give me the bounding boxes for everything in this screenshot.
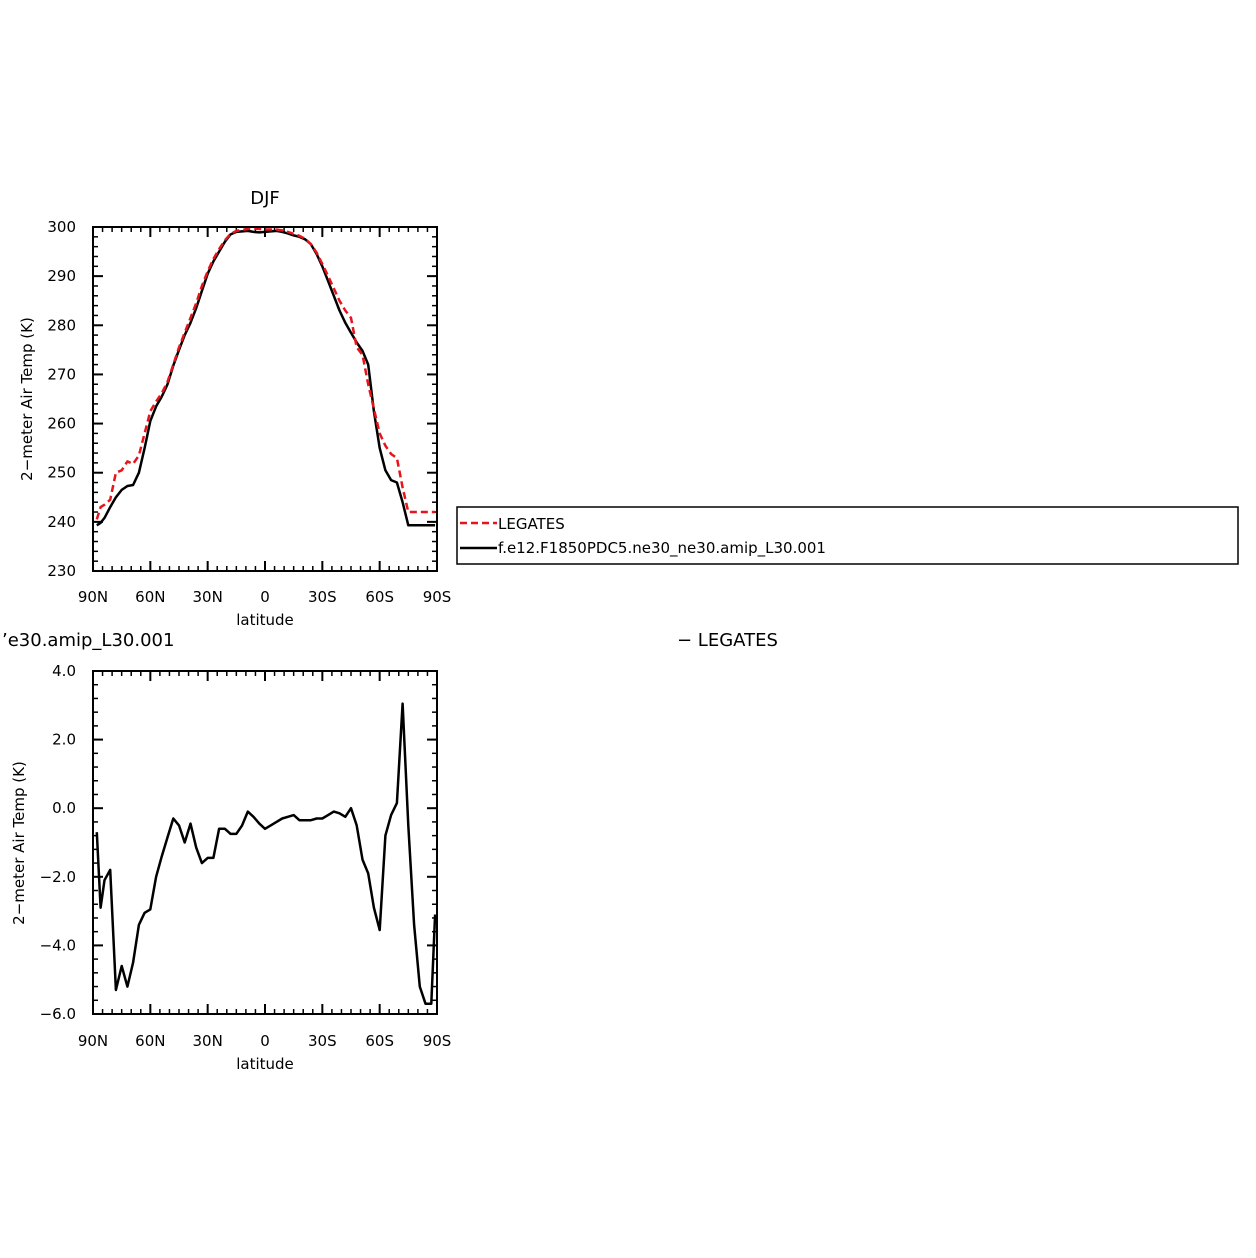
x-tick-label: 60S xyxy=(365,588,394,606)
tick-marks xyxy=(92,226,438,572)
tick-labels: 90N 60N 30N 0 30S 60S 90S 230 240 250 260 270 280 290… xyxy=(47,218,451,606)
chart-title: DJF xyxy=(250,188,280,209)
y-axis-label: 2−meter Air Temp (K) xyxy=(10,761,28,925)
difference-title-left: ’e30.amip_L30.001 xyxy=(2,630,174,651)
x-tick-label: 90N xyxy=(78,588,108,606)
legend-box xyxy=(456,506,1239,565)
y-tick-label: −6.0 xyxy=(40,1005,76,1023)
x-axis-label: latitude xyxy=(236,611,294,629)
legend-label-legates: LEGATES xyxy=(498,515,565,533)
x-tick-label: 0 xyxy=(260,588,270,606)
plot-frame xyxy=(92,226,438,572)
y-tick-label: −2.0 xyxy=(40,868,76,886)
y-tick-label: −4.0 xyxy=(40,936,76,954)
difference-panel: ’e30.amip_L30.001 − LEGATES 2−meter Air … xyxy=(2,630,778,1073)
x-tick-label: 30N xyxy=(193,1032,223,1050)
y-tick-label: 2.0 xyxy=(52,731,76,749)
y-tick-label: 290 xyxy=(47,267,76,285)
y-tick-label: 240 xyxy=(47,513,76,531)
y-tick-label: 260 xyxy=(47,415,76,433)
plot-frame xyxy=(92,670,438,1015)
series-line-model xyxy=(96,229,436,527)
series-lines xyxy=(95,227,436,527)
series-line-legates xyxy=(95,227,436,520)
djf-temperature-panel: DJF 2−meter Air Temp (K) latitude 90N 60N… xyxy=(18,188,451,629)
y-tick-label: 4.0 xyxy=(52,662,76,680)
y-axis-label: 2−meter Air Temp (K) xyxy=(18,317,36,481)
series-line-difference xyxy=(95,702,437,1005)
x-tick-label: 60N xyxy=(135,1032,165,1050)
y-tick-label: 0.0 xyxy=(52,799,76,817)
y-tick-label: 270 xyxy=(47,365,76,383)
x-tick-label: 30N xyxy=(193,588,223,606)
x-tick-label: 90N xyxy=(78,1032,108,1050)
x-tick-label: 30S xyxy=(308,1032,337,1050)
x-axis-label: latitude xyxy=(236,1055,294,1073)
series-lines xyxy=(95,702,437,1005)
legend: LEGATES f.e12.F1850PDC5.ne30_ne30.amip_L… xyxy=(456,506,1239,565)
legend-label-model: f.e12.F1850PDC5.ne30_ne30.amip_L30.001 xyxy=(498,539,826,558)
y-tick-label: 280 xyxy=(47,316,76,334)
x-tick-label: 60N xyxy=(135,588,165,606)
y-tick-label: 230 xyxy=(47,562,76,580)
difference-title-right: − LEGATES xyxy=(677,630,778,651)
y-tick-label: 250 xyxy=(47,464,76,482)
x-tick-label: 60S xyxy=(365,1032,394,1050)
y-tick-label: 300 xyxy=(47,218,76,236)
x-tick-label: 30S xyxy=(308,588,337,606)
x-tick-label: 90S xyxy=(423,588,452,606)
x-tick-label: 90S xyxy=(423,1032,452,1050)
tick-labels: 90N 60N 30N 0 30S 60S 90S −6.0 −4.0 −2.0 0.0 2.0 4.0 xyxy=(40,662,452,1050)
x-tick-label: 0 xyxy=(260,1032,270,1050)
